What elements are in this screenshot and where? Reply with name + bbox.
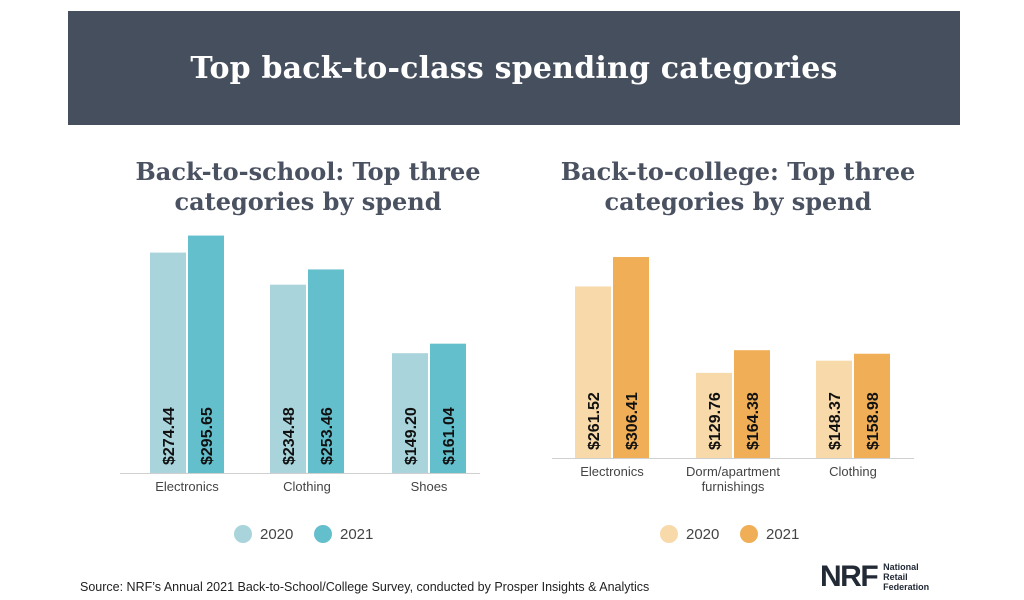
data-label: $234.48 — [281, 407, 298, 465]
logo-line: National — [883, 562, 919, 572]
header-banner: Top back-to-class spending categories — [68, 11, 960, 125]
data-label: $274.44 — [161, 407, 178, 465]
bar — [308, 269, 344, 473]
legend-swatch — [234, 525, 252, 543]
data-label: $129.76 — [707, 392, 724, 450]
source-note: Source: NRF’s Annual 2021 Back-to-School… — [80, 580, 650, 594]
category-label: Clothing — [283, 479, 331, 494]
bar — [575, 286, 611, 458]
logo-line: Federation — [883, 582, 930, 592]
data-label: $158.98 — [865, 392, 882, 450]
legend-label: 2020 — [260, 526, 293, 543]
chart-title-back-to-college: Back-to-college: Top three categories by… — [560, 157, 916, 216]
bar — [392, 353, 428, 473]
page-title: Top back-to-class spending categories — [190, 50, 838, 86]
data-label: $164.38 — [745, 392, 762, 450]
legend-swatch — [740, 525, 758, 543]
data-label: $148.37 — [827, 392, 844, 450]
bar — [150, 252, 186, 473]
legend-label: 2021 — [340, 526, 373, 543]
bar — [270, 284, 306, 473]
legend-label: 2020 — [686, 526, 719, 543]
category-label: Dorm/apartment — [686, 464, 780, 479]
legend-label: 2021 — [766, 526, 799, 543]
legend-swatch — [660, 525, 678, 543]
logo-name: National Retail Federation — [883, 562, 929, 592]
nrf-logo: NRF National Retail Federation — [820, 560, 929, 593]
bar — [734, 350, 770, 458]
data-label: $161.04 — [441, 407, 458, 465]
category-label: Shoes — [411, 479, 448, 494]
bar — [696, 372, 732, 458]
bar — [854, 353, 890, 458]
bar — [430, 343, 466, 473]
chart-title-back-to-school: Back-to-school: Top three categories by … — [135, 157, 481, 216]
bar — [188, 235, 224, 473]
logo-mark: NRF — [820, 560, 879, 593]
bar — [816, 360, 852, 458]
data-label: $261.52 — [586, 392, 603, 450]
legend-swatch — [314, 525, 332, 543]
category-label: furnishings — [702, 479, 765, 494]
back-to-college-chart: $261.52 $306.41 Electronics $129.76 $164.38 D… — [552, 257, 914, 543]
data-label: $306.41 — [624, 392, 641, 450]
category-label: Electronics — [580, 464, 644, 479]
back-to-school-chart: $274.44 $295.65 Electronics $234.48 $253.46 C… — [120, 235, 480, 543]
category-label: Clothing — [829, 464, 877, 479]
data-label: $149.20 — [403, 407, 420, 465]
logo-line: Retail — [883, 572, 908, 582]
data-label: $295.65 — [199, 407, 216, 465]
bar — [613, 257, 649, 458]
category-label: Electronics — [155, 479, 219, 494]
data-label: $253.46 — [319, 407, 336, 465]
